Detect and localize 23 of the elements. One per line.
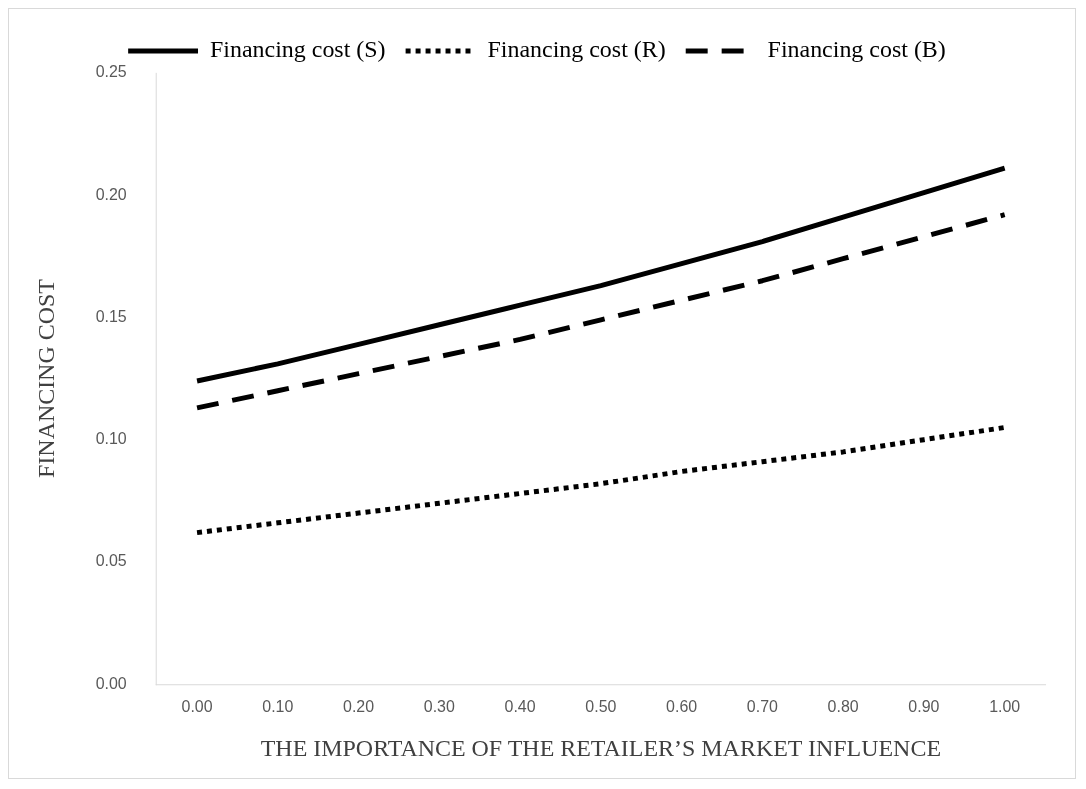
legend-label: Financing cost (S)	[209, 36, 386, 63]
x-tick-label: 0.90	[908, 698, 940, 716]
x-tick-label: 0.70	[746, 698, 779, 716]
x-axis-title: THE IMPORTANCE OF THE RETAILER’S MARKET INFLUENCE	[260, 734, 942, 761]
y-tick-label: 0.15	[95, 307, 127, 325]
y-tick-label: 0.20	[95, 185, 127, 203]
x-tick-label: 0.60	[666, 698, 698, 716]
x-tick-label: 0.50	[585, 698, 617, 716]
x-tick-label: 1.00	[989, 698, 1021, 716]
y-tick-label: 0.00	[95, 674, 127, 692]
legend-label: Financing cost (R)	[487, 36, 666, 63]
x-tick-label: 0.30	[423, 698, 455, 716]
line-series	[194, 212, 1008, 411]
x-tick-label: 0.80	[827, 698, 859, 716]
y-tick-label: 0.25	[95, 63, 127, 81]
y-tick-label: 0.05	[95, 552, 127, 570]
y-axis-title: FINANCING COST	[32, 278, 59, 478]
x-tick-label: 0.00	[181, 698, 213, 716]
y-tick-label: 0.10	[95, 430, 127, 448]
legend-label: Financing cost (B)	[767, 36, 946, 63]
x-tick-label: 0.40	[504, 698, 536, 716]
x-tick-label: 0.20	[343, 698, 375, 716]
x-tick-label: 0.10	[262, 698, 294, 716]
